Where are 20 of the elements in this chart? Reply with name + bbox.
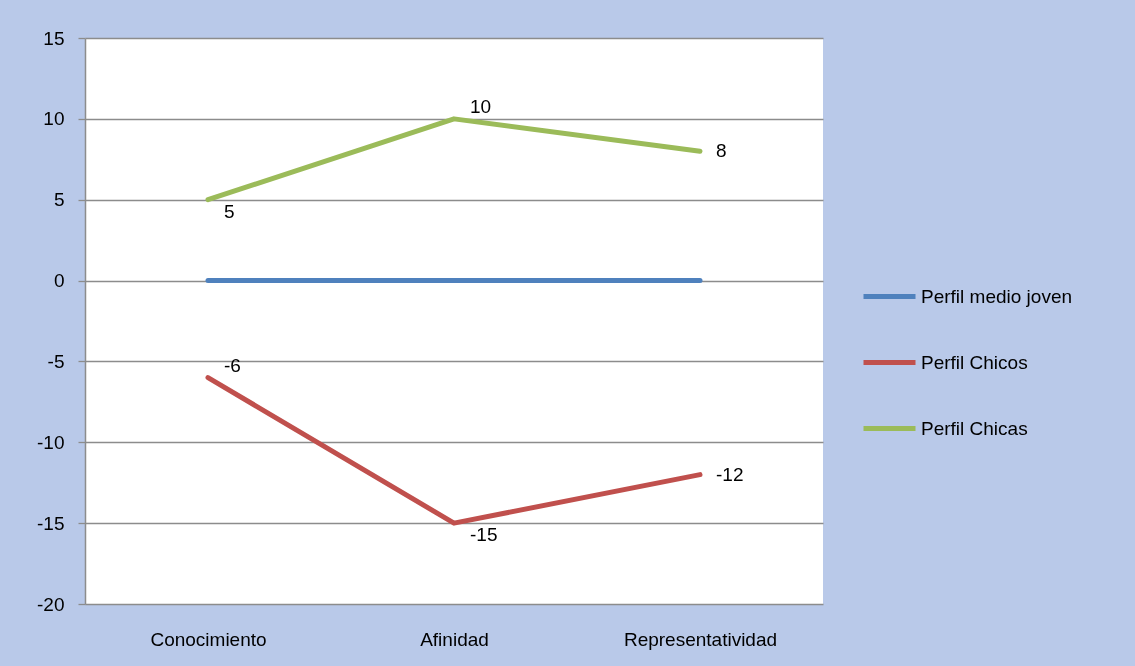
data-label: 8 xyxy=(716,140,727,162)
x-tick-label: Conocimiento xyxy=(150,628,267,650)
y-tick-label: -15 xyxy=(37,512,65,534)
x-tick-label: Afinidad xyxy=(420,628,489,650)
data-label: 10 xyxy=(470,95,492,117)
legend-label: Perfil medio joven xyxy=(921,285,1073,307)
data-label: -12 xyxy=(716,463,744,485)
legend-label: Perfil Chicas xyxy=(921,417,1028,439)
y-tick-label: -20 xyxy=(37,593,65,615)
data-label: -15 xyxy=(470,524,498,546)
y-tick-label: -10 xyxy=(37,431,65,453)
legend-label: Perfil Chicos xyxy=(921,351,1028,373)
y-tick-label: 15 xyxy=(43,27,65,49)
x-tick-label: Representatividad xyxy=(623,628,778,650)
y-tick-label: 10 xyxy=(43,108,65,130)
y-tick-label: -5 xyxy=(47,350,65,372)
y-tick-label: 5 xyxy=(53,189,65,211)
y-tick-label: 0 xyxy=(53,270,65,292)
data-label: 5 xyxy=(224,200,235,222)
data-label: -6 xyxy=(224,354,241,376)
